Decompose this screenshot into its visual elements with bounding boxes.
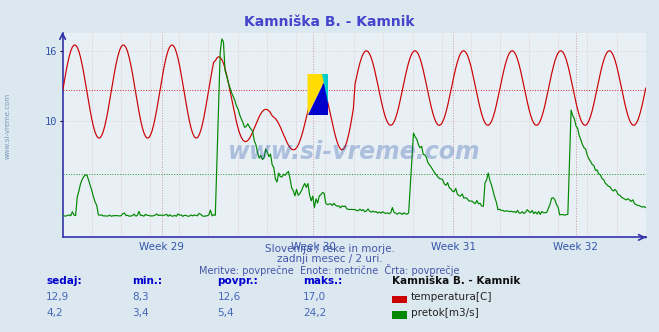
- Text: 3,4: 3,4: [132, 308, 148, 318]
- Text: 8,3: 8,3: [132, 292, 148, 302]
- Text: Kamniška B. - Kamnik: Kamniška B. - Kamnik: [392, 276, 521, 286]
- Text: 12,6: 12,6: [217, 292, 241, 302]
- Text: www.si-vreme.com: www.si-vreme.com: [5, 93, 11, 159]
- Text: Slovenija / reke in morje.: Slovenija / reke in morje.: [264, 244, 395, 254]
- Text: 24,2: 24,2: [303, 308, 326, 318]
- Polygon shape: [308, 74, 328, 115]
- Text: www.si-vreme.com: www.si-vreme.com: [228, 140, 480, 164]
- Text: 4,2: 4,2: [46, 308, 63, 318]
- Text: povpr.:: povpr.:: [217, 276, 258, 286]
- Polygon shape: [308, 74, 328, 115]
- Text: pretok[m3/s]: pretok[m3/s]: [411, 308, 478, 318]
- Text: sedaj:: sedaj:: [46, 276, 82, 286]
- Text: 17,0: 17,0: [303, 292, 326, 302]
- Polygon shape: [322, 74, 328, 103]
- Text: Kamniška B. - Kamnik: Kamniška B. - Kamnik: [244, 15, 415, 29]
- Text: min.:: min.:: [132, 276, 162, 286]
- Text: Meritve: povprečne  Enote: metrične  Črta: povprečje: Meritve: povprečne Enote: metrične Črta:…: [199, 264, 460, 276]
- Text: zadnji mesec / 2 uri.: zadnji mesec / 2 uri.: [277, 254, 382, 264]
- Text: temperatura[C]: temperatura[C]: [411, 292, 492, 302]
- Text: 5,4: 5,4: [217, 308, 234, 318]
- Text: maks.:: maks.:: [303, 276, 343, 286]
- Text: 12,9: 12,9: [46, 292, 69, 302]
